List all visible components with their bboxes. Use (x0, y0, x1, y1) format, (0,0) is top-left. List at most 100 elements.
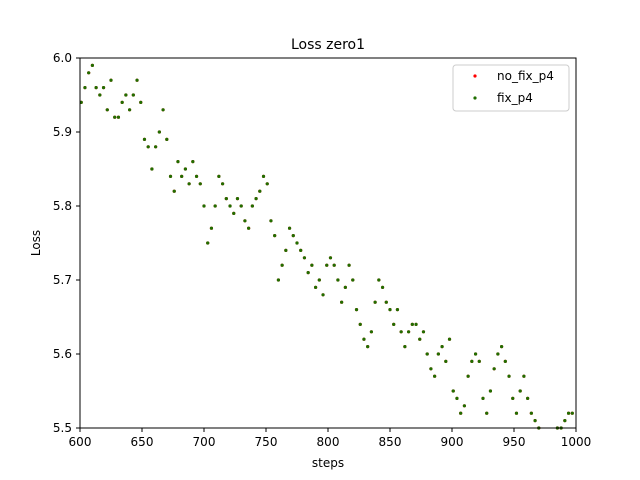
point-fix-p4 (157, 130, 161, 134)
point-fix-p4 (421, 330, 426, 334)
point-fix-p4 (436, 352, 440, 356)
x-tick-label: 650 (131, 435, 154, 449)
point-fix-p4 (399, 330, 403, 334)
point-fix-p4 (287, 226, 292, 230)
point-fix-p4 (310, 263, 314, 267)
point-fix-p4 (280, 263, 284, 267)
point-fix-p4 (142, 137, 147, 141)
point-fix-p4 (291, 234, 295, 238)
point-fix-p4 (462, 404, 466, 408)
point-fix-p4 (109, 78, 113, 82)
point-fix-p4 (377, 278, 381, 282)
point-fix-p4 (321, 293, 325, 297)
point-fix-p4 (247, 226, 251, 230)
x-axis-label: steps (312, 456, 344, 470)
point-fix-p4 (325, 263, 329, 267)
point-fix-p4 (243, 219, 247, 223)
point-fix-p4 (168, 174, 173, 178)
point-fix-p4 (83, 86, 87, 90)
chart-title: Loss zero1 (291, 37, 365, 53)
point-fix-p4 (388, 308, 392, 312)
point-fix-p4 (373, 300, 377, 304)
point-fix-p4 (514, 411, 519, 415)
point-fix-p4 (209, 226, 214, 230)
point-fix-p4 (221, 182, 225, 186)
point-fix-p4 (180, 174, 184, 178)
point-fix-p4 (503, 359, 507, 363)
point-fix-p4 (213, 204, 217, 208)
point-fix-p4 (384, 300, 388, 304)
point-fix-p4 (473, 352, 478, 356)
point-fix-p4 (455, 396, 459, 400)
point-fix-p4 (492, 367, 496, 371)
point-fix-p4 (250, 204, 254, 208)
point-fix-p4 (191, 160, 195, 164)
point-fix-p4 (336, 278, 340, 282)
point-fix-p4 (466, 374, 470, 378)
point-fix-p4 (124, 93, 128, 97)
point-fix-p4 (328, 256, 333, 260)
point-fix-p4 (414, 322, 418, 326)
point-fix-p4 (511, 396, 515, 400)
point-fix-p4 (526, 396, 530, 400)
point-fix-p4 (459, 411, 463, 415)
point-fix-p4 (254, 197, 258, 201)
point-fix-p4 (120, 100, 124, 104)
point-fix-p4 (94, 86, 98, 90)
point-fix-p4 (105, 108, 109, 112)
point-fix-p4 (176, 160, 180, 164)
point-fix-p4 (232, 211, 236, 215)
point-fix-p4 (347, 263, 351, 267)
point-fix-p4 (488, 389, 493, 393)
point-fix-p4 (369, 330, 373, 334)
point-fix-p4 (284, 248, 288, 252)
point-fix-p4 (101, 86, 106, 90)
point-fix-p4 (295, 241, 299, 245)
point-fix-p4 (131, 93, 135, 97)
point-fix-p4 (444, 359, 448, 363)
point-fix-p4 (269, 219, 273, 223)
x-tick-label: 800 (317, 435, 340, 449)
point-fix-p4 (470, 359, 474, 363)
y-axis-label: Loss (29, 230, 43, 256)
x-tick-label: 950 (503, 435, 526, 449)
y-tick-label: 5.6 (53, 347, 72, 361)
point-fix-p4 (410, 322, 414, 326)
y-tick-label: 5.7 (53, 273, 72, 287)
point-fix-p4 (261, 174, 266, 178)
point-fix-p4 (507, 374, 511, 378)
point-fix-p4 (429, 367, 433, 371)
point-fix-p4 (314, 285, 318, 289)
point-fix-p4 (518, 389, 522, 393)
y-tick-label: 5.8 (53, 199, 72, 213)
legend-marker-no-fix-p4 (473, 74, 477, 78)
point-fix-p4 (425, 352, 429, 356)
legend-label-no-fix-p4: no_fix_p4 (497, 69, 554, 83)
legend-label-fix-p4: fix_p4 (497, 91, 533, 105)
point-fix-p4 (128, 108, 132, 112)
x-tick-label: 750 (255, 435, 278, 449)
point-fix-p4 (447, 337, 452, 341)
point-fix-p4 (202, 204, 206, 208)
point-fix-p4 (302, 256, 307, 260)
y-tick-label: 5.5 (53, 421, 72, 435)
point-fix-p4 (533, 419, 537, 423)
point-fix-p4 (113, 115, 117, 119)
point-fix-p4 (235, 197, 240, 201)
legend-marker-fix-p4 (473, 96, 477, 100)
point-fix-p4 (187, 182, 191, 186)
point-fix-p4 (563, 419, 567, 423)
point-fix-p4 (358, 322, 362, 326)
point-fix-p4 (440, 345, 444, 349)
point-fix-p4 (198, 182, 202, 186)
point-fix-p4 (570, 411, 574, 415)
x-tick-label: 1000 (561, 435, 592, 449)
point-fix-p4 (135, 78, 139, 82)
point-fix-p4 (139, 100, 143, 104)
point-fix-p4 (407, 330, 411, 334)
point-fix-p4 (265, 182, 269, 186)
point-fix-p4 (418, 337, 422, 341)
point-fix-p4 (340, 300, 344, 304)
point-fix-p4 (500, 345, 504, 349)
